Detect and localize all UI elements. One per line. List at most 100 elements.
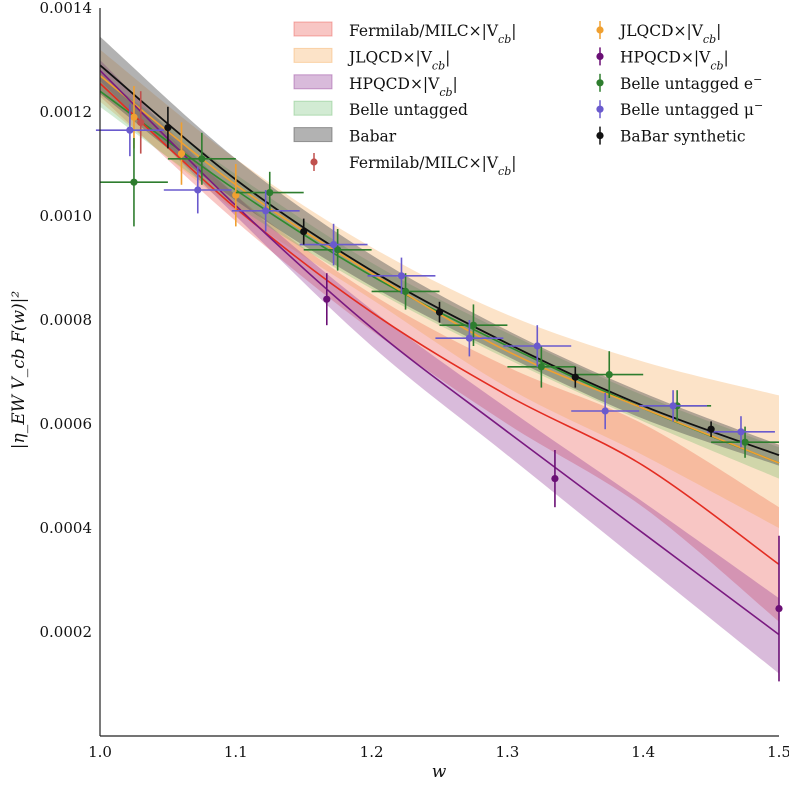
- marker: [669, 402, 677, 410]
- legend-label: JLQCD×|Vcb|: [618, 22, 721, 46]
- data-point: [371, 273, 440, 310]
- data-point: [439, 304, 508, 346]
- y-tick-label: 0.0012: [40, 103, 93, 121]
- marker: [137, 118, 145, 126]
- legend-entry: HPQCD×|Vcb|: [293, 74, 458, 98]
- points-layer: [95, 86, 783, 682]
- marker: [775, 605, 783, 613]
- legend-entry: Babar: [293, 127, 397, 146]
- marker: [164, 124, 172, 132]
- data-point: [164, 106, 172, 149]
- marker: [537, 363, 545, 371]
- data-point: [167, 132, 236, 185]
- x-tick-label: 1.4: [631, 743, 655, 761]
- legend-label: HPQCD×|Vcb|: [620, 48, 729, 72]
- marker: [329, 241, 338, 249]
- marker: [300, 228, 308, 236]
- y-axis-label: |η_EW V_cb F(w)|²: [9, 291, 29, 450]
- hpqcd-points: [323, 273, 783, 682]
- y-tick-label: 0.0008: [40, 311, 93, 329]
- marker: [334, 246, 342, 254]
- marker: [605, 371, 613, 379]
- legend-swatch: [293, 47, 333, 63]
- axes-layer: 1.0 1.1 1.2 1.3 1.4 1.5 0.0002 0.0004 0.0006 0.00…: [40, 0, 789, 761]
- marker: [469, 321, 478, 329]
- y-tick-label: 0.0010: [40, 207, 93, 225]
- marker: [177, 150, 186, 158]
- legend-swatch: [596, 79, 604, 87]
- data-point: [323, 273, 331, 326]
- legend-label: JLQCD×|Vcb|: [347, 48, 450, 72]
- data-point: [235, 171, 304, 214]
- legend-entry: BaBar synthetic: [596, 126, 746, 146]
- y-tick-label: 0.0004: [40, 519, 93, 537]
- marker: [401, 287, 410, 295]
- jlqcd-central-line: [99, 74, 780, 464]
- data-point: [571, 392, 640, 430]
- data-point: [503, 325, 572, 367]
- legend-swatch: [293, 74, 333, 90]
- fermilab-milc-points: [137, 91, 145, 154]
- data-point: [571, 366, 579, 388]
- legend-label: Belle untagged μ−: [620, 99, 763, 120]
- legend: Fermilab/MILC×|Vcb|JLQCD×|Vcb|HPQCD×|Vcb…: [293, 21, 763, 178]
- data-point: [367, 257, 436, 294]
- legend-entry: Belle untagged e−: [596, 72, 762, 93]
- legend-swatch: [310, 158, 318, 166]
- data-point: [100, 138, 168, 227]
- belle-untagged-band: [100, 75, 779, 479]
- legend-entry: JLQCD×|Vcb|: [596, 21, 721, 46]
- legend-label: Fermilab/MILC×|Vcb|: [349, 22, 516, 46]
- legend-entry: HPQCD×|Vcb|: [596, 47, 729, 72]
- belle-untagged-points: [95, 104, 775, 448]
- data-point: [300, 218, 308, 245]
- x-tick-label: 1.3: [495, 743, 519, 761]
- marker: [551, 475, 559, 483]
- data-point: [137, 91, 145, 154]
- jlqcd-band: [100, 49, 779, 528]
- data-point: [707, 416, 775, 448]
- x-tick-label: 1.1: [224, 743, 248, 761]
- legend-entry: Fermilab/MILC×|Vcb|: [293, 21, 516, 46]
- legend-entry: Belle untagged μ−: [596, 99, 763, 120]
- legend-label: Babar: [349, 128, 397, 146]
- legend-swatch: [293, 127, 333, 143]
- marker: [465, 334, 473, 342]
- marker: [262, 207, 270, 215]
- marker: [198, 155, 206, 163]
- fermilab-milc-band: [100, 70, 779, 622]
- data-point: [507, 346, 576, 388]
- marker: [130, 178, 138, 186]
- legend-label: BaBar synthetic: [620, 128, 746, 146]
- hpqcd-central-line: [99, 69, 780, 636]
- legend-label: Belle untagged e−: [620, 72, 762, 93]
- legend-swatch: [596, 26, 604, 34]
- data-point: [95, 104, 164, 157]
- marker: [435, 308, 444, 316]
- x-tick-label: 1.0: [88, 743, 112, 761]
- legend-label: Belle untagged: [349, 101, 468, 119]
- legend-label: Fermilab/MILC×|Vcb|: [349, 154, 516, 178]
- belle-untagged-e-points: [100, 132, 779, 458]
- babar-central-line: [99, 64, 780, 457]
- data-point: [303, 229, 372, 271]
- legend-swatch: [293, 100, 333, 116]
- data-point: [551, 450, 559, 508]
- legend-swatch: [596, 105, 604, 113]
- marker: [741, 438, 749, 446]
- marker: [130, 113, 138, 121]
- marker: [323, 295, 331, 303]
- data-point: [299, 223, 368, 266]
- y-tick-label: 0.0006: [40, 415, 93, 433]
- legend-swatch: [596, 132, 604, 140]
- data-point: [435, 301, 444, 323]
- data-point: [163, 166, 232, 214]
- data-point: [177, 122, 186, 185]
- marker: [571, 373, 579, 381]
- data-point: [775, 535, 783, 682]
- y-tick-label: 0.0002: [40, 623, 93, 641]
- data-point: [707, 421, 715, 437]
- legend-entry: Belle untagged: [293, 100, 468, 119]
- data-point: [575, 351, 644, 398]
